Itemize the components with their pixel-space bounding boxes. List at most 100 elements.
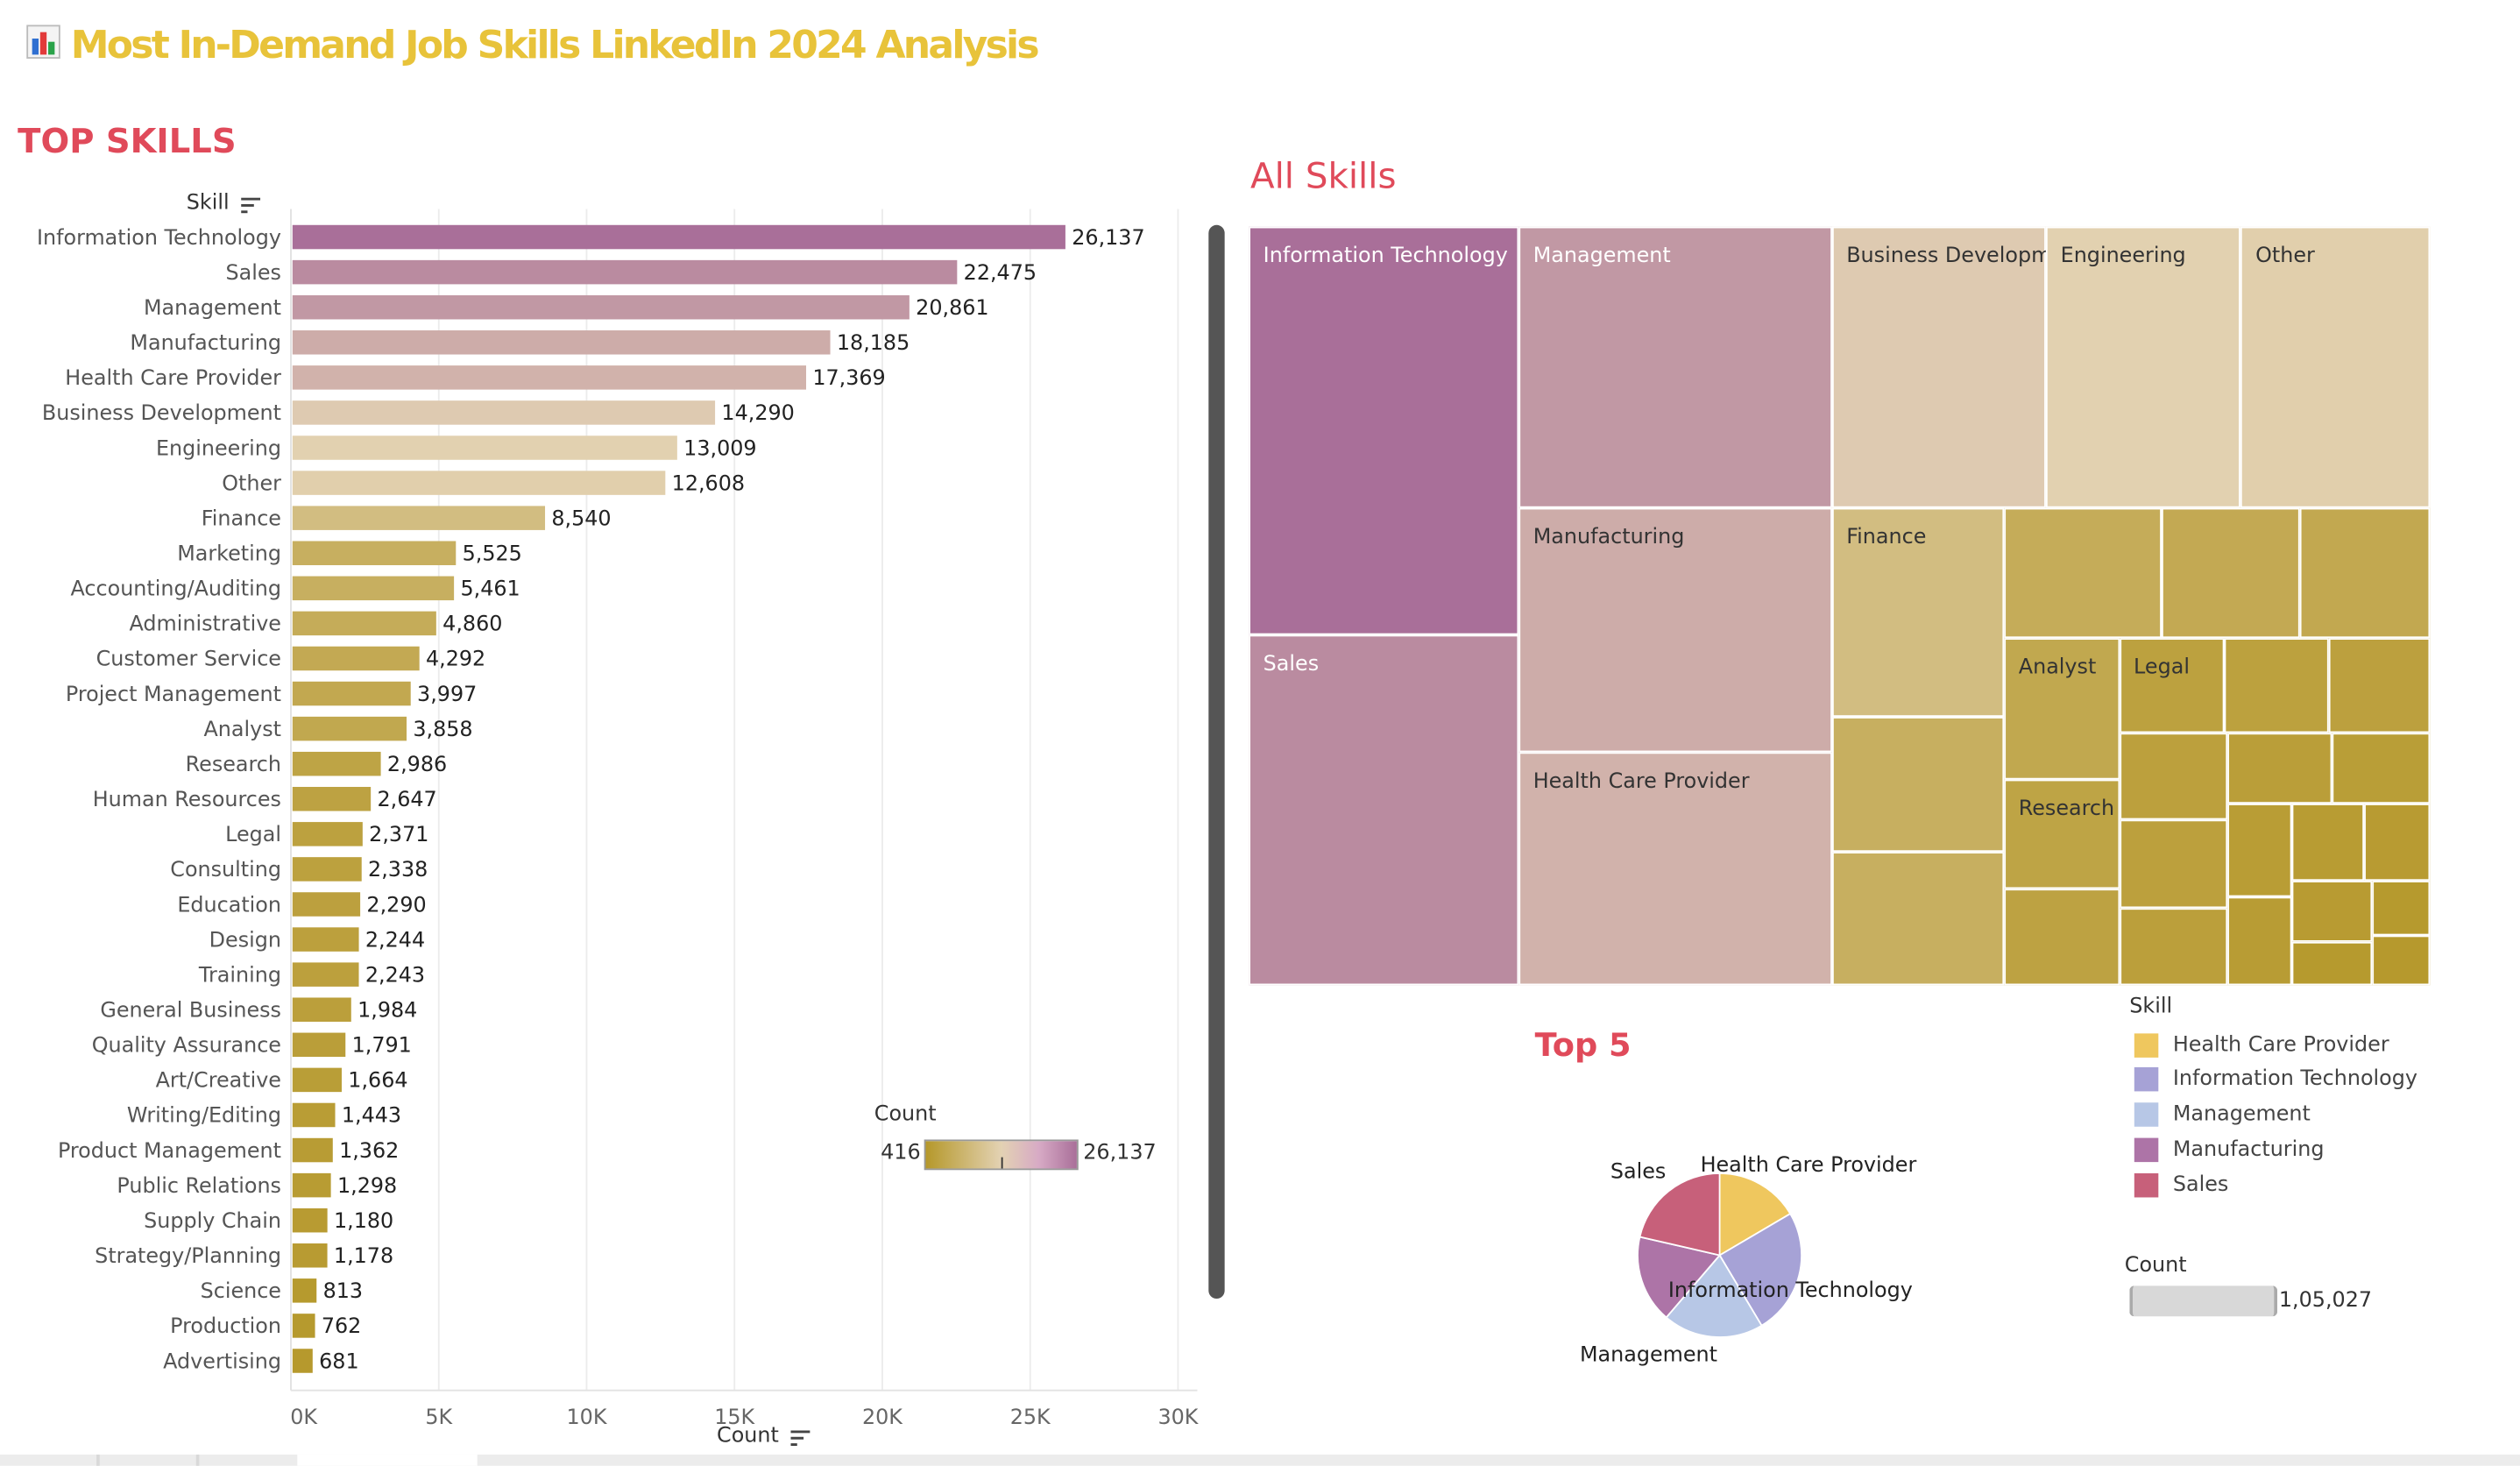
treemap-tile[interactable]: Manufacturing <box>1518 506 1832 752</box>
legend-item[interactable]: Management <box>2134 1101 2311 1130</box>
treemap-tile[interactable] <box>2300 507 2431 638</box>
skill-bar[interactable] <box>292 787 372 811</box>
treemap-tile[interactable] <box>2292 804 2365 881</box>
skill-bar[interactable] <box>292 1208 328 1233</box>
treemap-tile[interactable] <box>2161 507 2301 638</box>
treemap-tile[interactable] <box>2224 637 2329 733</box>
skill-label: Writing/Editing <box>127 1103 281 1128</box>
treemap-tile[interactable] <box>2292 880 2373 943</box>
all-skills-treemap[interactable]: Information Technology Sales Management Man… <box>1249 226 2431 986</box>
bar-value-label: 1,791 <box>352 1033 412 1058</box>
treemap-tile[interactable] <box>2328 637 2431 733</box>
skill-bar[interactable] <box>292 681 411 706</box>
skill-bar[interactable] <box>292 1349 313 1373</box>
top-skills-bar-chart[interactable]: 0K 5K 10K 15K 20K 25K 30K Information Technolog… <box>0 209 1237 1430</box>
treemap-tile[interactable]: Sales <box>1249 634 1519 986</box>
treemap-tile[interactable]: Analyst <box>2004 637 2120 779</box>
treemap-tile[interactable] <box>2332 733 2431 804</box>
treemap-tile[interactable]: Legal <box>2119 637 2225 733</box>
skill-bar[interactable] <box>292 436 677 460</box>
skill-bar[interactable] <box>292 1278 317 1303</box>
treemap-tile[interactable] <box>2119 907 2227 986</box>
skill-bar[interactable] <box>292 365 807 390</box>
skill-bar[interactable] <box>292 259 958 285</box>
treemap-tile[interactable]: Other <box>2240 226 2431 508</box>
skill-bar[interactable] <box>292 1137 333 1163</box>
pie-slice[interactable] <box>1665 1253 1763 1338</box>
treemap-tile[interactable] <box>2226 897 2293 986</box>
skill-bar[interactable] <box>292 294 910 320</box>
skill-label: Production <box>170 1314 281 1338</box>
bar-value-label: 3,858 <box>413 717 472 741</box>
legend-label: Sales <box>2172 1172 2229 1197</box>
skill-bar[interactable] <box>292 822 363 846</box>
treemap-tile[interactable] <box>2292 942 2373 986</box>
treemap-tile[interactable] <box>1831 716 2005 852</box>
skill-bar[interactable] <box>292 1172 331 1198</box>
sheet-tab-active[interactable] <box>297 1454 478 1466</box>
treemap-tile[interactable] <box>2004 507 2162 638</box>
skill-bar[interactable] <box>292 997 351 1022</box>
treemap-tile[interactable]: Business Development <box>1831 226 2085 508</box>
skill-bar[interactable] <box>292 400 716 425</box>
treemap-tile[interactable]: Engineering <box>2046 226 2241 508</box>
treemap-tile[interactable] <box>2226 804 2293 898</box>
pie-slice[interactable] <box>1639 1172 1721 1257</box>
sort-icon[interactable] <box>789 1428 810 1446</box>
treemap-tile[interactable] <box>2119 820 2227 908</box>
treemap-tile[interactable] <box>2372 880 2431 936</box>
skill-bar[interactable] <box>292 716 407 741</box>
pie-legend-title: Skill <box>2129 995 2173 1019</box>
skill-bar[interactable] <box>292 1067 342 1093</box>
skill-bar[interactable] <box>292 927 359 952</box>
skill-bar[interactable] <box>292 962 359 987</box>
legend-item[interactable]: Sales <box>2134 1171 2229 1200</box>
treemap-tile[interactable]: Health Care Provider <box>1518 751 1832 986</box>
treemap-tile[interactable]: Research <box>2004 778 2120 889</box>
treemap-tile[interactable] <box>1831 851 2005 986</box>
skill-bar[interactable] <box>292 1102 336 1128</box>
skill-bar[interactable] <box>292 541 457 565</box>
bar-value-label: 1,443 <box>342 1103 401 1128</box>
skill-bar[interactable] <box>292 892 361 917</box>
sort-icon[interactable] <box>240 195 260 213</box>
bar-value-label: 681 <box>319 1349 358 1373</box>
skill-bar[interactable] <box>292 1243 328 1268</box>
skill-bar[interactable] <box>292 471 666 495</box>
bar-value-label: 8,540 <box>551 506 611 530</box>
skill-bar[interactable] <box>292 1314 315 1338</box>
vertical-scrollbar[interactable] <box>1208 224 1225 1300</box>
treemap-tile[interactable]: Finance <box>1831 507 2005 717</box>
pie-slice[interactable] <box>1718 1212 1802 1328</box>
skill-bar[interactable] <box>292 1032 346 1058</box>
treemap-tile[interactable] <box>2004 888 2120 986</box>
x-axis-title[interactable]: Count <box>717 1424 810 1448</box>
bar-value-label: 1,664 <box>348 1068 407 1093</box>
x-axis-title-label: Count <box>717 1424 779 1448</box>
treemap-tile[interactable]: Information Technology <box>1249 226 1519 635</box>
top5-pie-chart[interactable]: Health Care Provider Information Technolo… <box>1543 1125 1961 1382</box>
bar-value-label: 1,298 <box>337 1173 397 1198</box>
pie-slice[interactable] <box>1718 1172 1792 1257</box>
treemap-tile[interactable] <box>2226 733 2332 804</box>
skill-bar[interactable] <box>292 506 546 530</box>
treemap-tile[interactable] <box>2364 804 2431 881</box>
skill-bar[interactable] <box>292 330 831 355</box>
skill-bar[interactable] <box>292 751 381 776</box>
skill-bar[interactable] <box>292 576 455 601</box>
skill-label: Health Care Provider <box>65 365 281 390</box>
pie-slice[interactable] <box>1637 1236 1722 1319</box>
legend-item[interactable]: Information Technology <box>2134 1066 2417 1094</box>
skill-bar[interactable] <box>292 611 436 636</box>
treemap-tile[interactable] <box>2119 733 2227 820</box>
legend-item[interactable]: Manufacturing <box>2134 1136 2324 1165</box>
skill-bar[interactable] <box>292 646 420 671</box>
skill-row-header[interactable]: Skill <box>187 191 260 216</box>
skill-label: Research <box>186 752 281 776</box>
skill-bar[interactable] <box>292 224 1065 250</box>
treemap-tile-label: Health Care Provider <box>1533 768 1750 794</box>
legend-item[interactable]: Health Care Provider <box>2134 1030 2389 1059</box>
treemap-tile[interactable]: Management <box>1518 226 1832 507</box>
skill-bar[interactable] <box>292 857 362 882</box>
treemap-tile[interactable] <box>2372 935 2431 986</box>
